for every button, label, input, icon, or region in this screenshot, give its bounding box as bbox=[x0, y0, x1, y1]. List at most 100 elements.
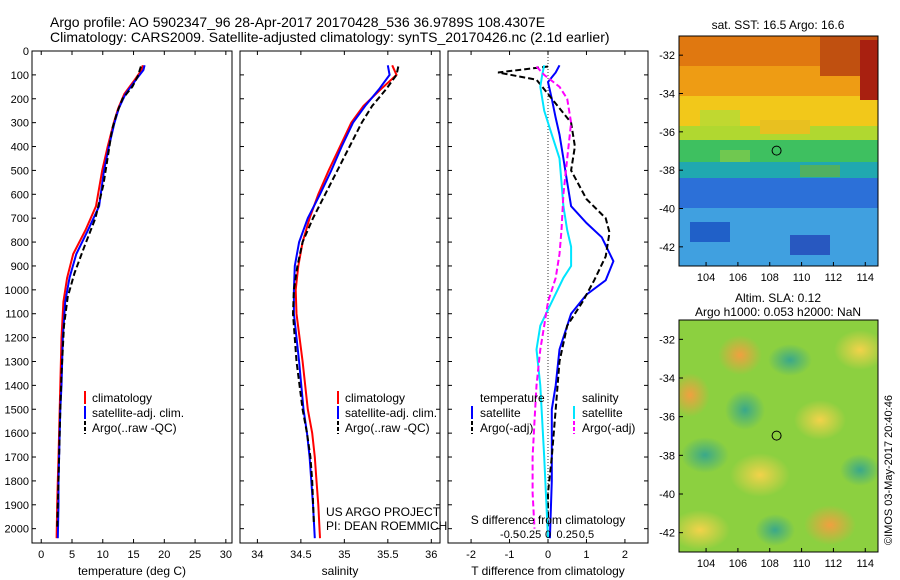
argo-location-marker bbox=[771, 430, 782, 441]
salinity-difference-ticks: -0.5-0.25 0 0.25 0.5 bbox=[500, 529, 594, 541]
legend-t-argo: Argo(-adj) bbox=[480, 421, 533, 435]
y-tick-label: 300 bbox=[11, 118, 29, 130]
legend-satellite: satellite-adj. clim. bbox=[92, 406, 184, 420]
legend-argo: Argo(..raw -QC) bbox=[92, 421, 177, 435]
y-tick-label: 500 bbox=[11, 165, 29, 177]
x-tick-label: 114 bbox=[856, 558, 874, 570]
legend-t-satellite: satellite bbox=[480, 406, 521, 420]
x-tick-label: 104 bbox=[697, 558, 715, 570]
y-tick-label: -38 bbox=[659, 165, 675, 177]
y-tick-label: 1200 bbox=[5, 333, 29, 345]
x-tick-label: 30 bbox=[220, 549, 232, 561]
difference-legend: temperature satellite Argo(-adj) salinit… bbox=[471, 391, 635, 435]
y-tick-label: 700 bbox=[11, 213, 29, 225]
y-tick-label: -32 bbox=[659, 50, 675, 62]
x-tick-label: 15 bbox=[127, 549, 139, 561]
legend-argo: Argo(..raw -QC) bbox=[345, 421, 430, 435]
temperature-x-axis: 0 5 10 15 20 25 30 bbox=[38, 51, 232, 561]
sla-map-title-line2: Argo h1000: 0.053 h2000: NaN bbox=[695, 305, 861, 319]
sla-map-title-line1: Altim. SLA: 0.12 bbox=[735, 291, 821, 305]
x-tick-label: 20 bbox=[158, 549, 170, 561]
x-tick-label: 25 bbox=[189, 549, 201, 561]
sst-map-frame bbox=[678, 35, 879, 267]
x-tick-label: 10 bbox=[97, 549, 109, 561]
y-tick-label: 400 bbox=[11, 142, 29, 154]
x-tick-label: 36 bbox=[425, 549, 437, 561]
figure-title-line1: Argo profile: AO 5902347_96 28-Apr-2017 … bbox=[50, 14, 545, 30]
y-tick-label: -40 bbox=[659, 489, 675, 501]
legend-climatology: climatology bbox=[92, 391, 152, 405]
series-climatology bbox=[294, 64, 398, 539]
sla-map-image bbox=[679, 320, 878, 552]
salinity-profiles bbox=[291, 64, 400, 539]
y-tick-label: 1100 bbox=[5, 309, 29, 321]
project-note-line1: US ARGO PROJECT bbox=[326, 505, 441, 519]
y-tick-label: 1700 bbox=[5, 452, 29, 464]
x-tick-label: 5 bbox=[69, 549, 75, 561]
x-tick-label: 35.5 bbox=[377, 549, 398, 561]
x-tick-label: -1 bbox=[505, 549, 515, 561]
s-diff-tick-label: -0.5 bbox=[500, 529, 519, 541]
sst-map-image bbox=[679, 36, 878, 266]
temperature-legend: climatology satellite-adj. clim. Argo(..… bbox=[84, 391, 184, 435]
sla-map: Altim. SLA: 0.12 Argo h1000: 0.053 h2000… bbox=[659, 291, 879, 570]
sla-map-x-axis: 104 106 108 110 112 114 bbox=[697, 548, 874, 570]
x-tick-label: 0 bbox=[38, 549, 44, 561]
x-tick-label: 112 bbox=[825, 272, 843, 284]
depth-axis: 0 100 200 300 400 500 600 700 800 900 1000 1100 1200… bbox=[5, 46, 36, 536]
series-argo bbox=[291, 66, 400, 524]
x-tick-label: 2 bbox=[622, 549, 628, 561]
s-diff-tick-label: 0 bbox=[545, 529, 551, 541]
y-tick-label: 1900 bbox=[5, 500, 29, 512]
y-tick-label: 2000 bbox=[5, 524, 29, 536]
y-tick-label: -34 bbox=[659, 373, 675, 385]
x-tick-label: 108 bbox=[761, 272, 779, 284]
x-tick-label: 112 bbox=[825, 558, 843, 570]
s-diff-tick-label: 0.5 bbox=[579, 529, 594, 541]
temperature-xlabel: temperature (deg C) bbox=[78, 564, 186, 578]
y-tick-label: -34 bbox=[659, 89, 675, 101]
legend-satellite: satellite-adj. clim. bbox=[345, 406, 437, 420]
y-tick-label: 1400 bbox=[5, 380, 29, 392]
salinity-axes-frame bbox=[239, 50, 441, 544]
y-tick-label: 0 bbox=[23, 46, 29, 58]
legend-climatology: climatology bbox=[345, 391, 405, 405]
difference-panel: -2 -1 0 1 2 S difference from climatology -0… bbox=[447, 50, 649, 578]
sst-map-x-axis: 104 106 108 110 112 114 bbox=[697, 262, 874, 284]
series-argo bbox=[56, 66, 142, 529]
y-tick-label: -42 bbox=[659, 528, 675, 540]
salinity-xlabel: salinity bbox=[322, 564, 359, 578]
y-tick-label: 800 bbox=[11, 237, 29, 249]
difference-xlabel: T difference from climatology bbox=[471, 564, 625, 578]
argo-location-marker bbox=[771, 145, 782, 156]
salinity-legend: climatology satellite-adj. clim. Argo(..… bbox=[337, 391, 437, 435]
x-tick-label: 106 bbox=[729, 272, 747, 284]
series-climatology bbox=[55, 65, 144, 539]
series-t-satellite bbox=[546, 64, 615, 539]
y-tick-label: -38 bbox=[659, 450, 675, 462]
difference-xlabel-top: S difference from climatology bbox=[471, 513, 626, 527]
x-tick-label: 110 bbox=[793, 558, 811, 570]
y-tick-label: 600 bbox=[11, 189, 29, 201]
sla-map-frame bbox=[678, 319, 879, 553]
figure-title-line2: Climatology: CARS2009. Satellite-adjuste… bbox=[50, 29, 610, 45]
legend-temperature-header: temperature bbox=[480, 391, 545, 405]
x-tick-label: 104 bbox=[697, 272, 715, 284]
project-note-line2: PI: DEAN ROEMMICH bbox=[326, 519, 447, 533]
y-tick-label: 1300 bbox=[5, 356, 29, 368]
temperature-axes-frame bbox=[31, 50, 233, 544]
y-tick-label: 100 bbox=[11, 70, 29, 82]
copyright-stamp: ©IMOS 03-May-2017 20:40:46 bbox=[883, 395, 895, 545]
x-tick-label: 108 bbox=[761, 558, 779, 570]
x-tick-label: 34.5 bbox=[290, 549, 311, 561]
y-tick-label: 1500 bbox=[5, 404, 29, 416]
s-diff-tick-label: -0.25 bbox=[516, 529, 541, 541]
legend-salinity-header: salinity bbox=[582, 391, 619, 405]
y-tick-label: 1800 bbox=[5, 476, 29, 488]
x-tick-label: -2 bbox=[466, 549, 476, 561]
series-satellite bbox=[292, 65, 391, 539]
x-tick-label: 110 bbox=[793, 272, 811, 284]
series-s-satellite bbox=[535, 65, 573, 539]
x-tick-label: 34 bbox=[251, 549, 263, 561]
x-tick-label: 114 bbox=[856, 272, 874, 284]
